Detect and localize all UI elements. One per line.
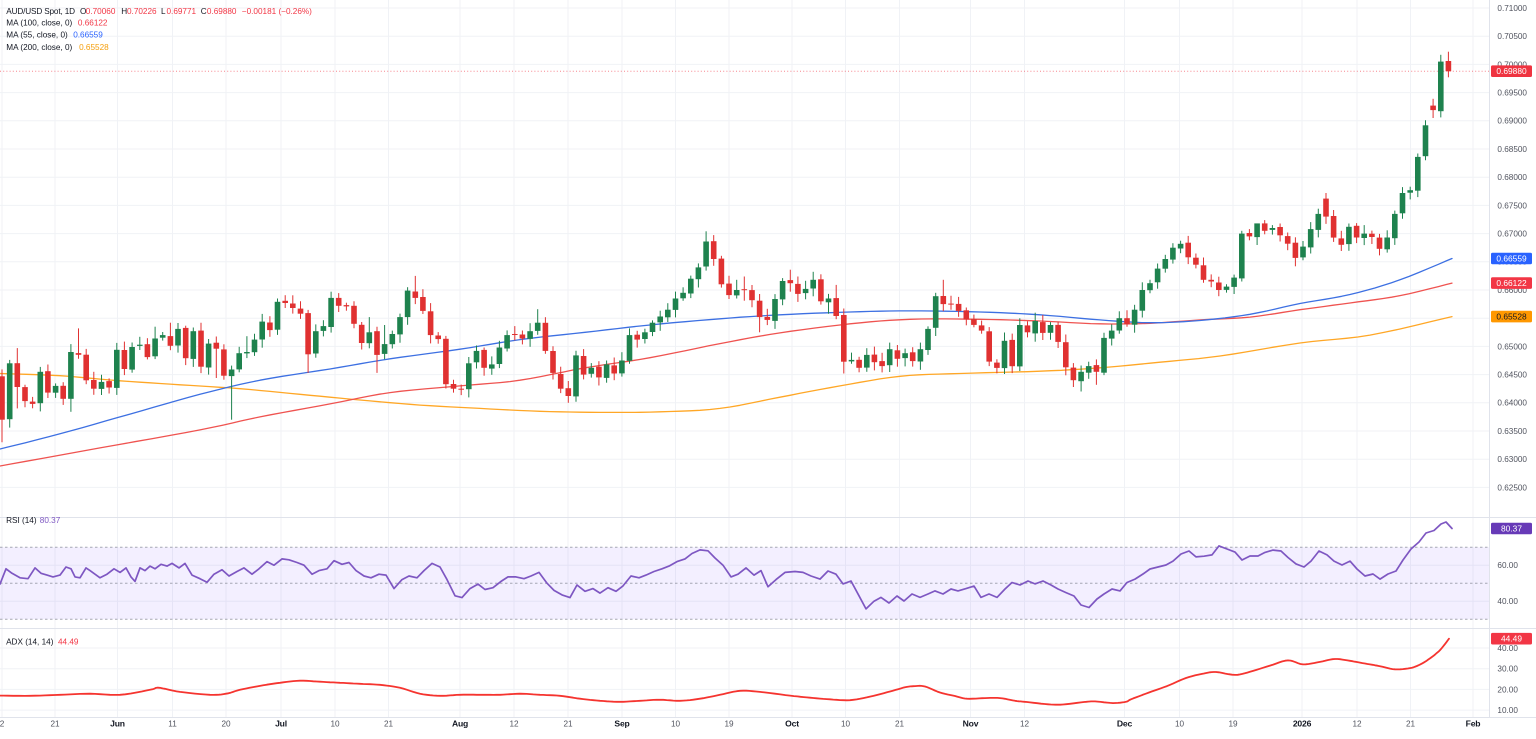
svg-text:Feb: Feb bbox=[1466, 719, 1481, 729]
svg-text:2026: 2026 bbox=[1293, 719, 1312, 729]
svg-text:C: C bbox=[201, 7, 207, 16]
svg-text:0.68000: 0.68000 bbox=[1497, 173, 1527, 182]
svg-text:21: 21 bbox=[384, 720, 394, 729]
svg-text:44.49: 44.49 bbox=[58, 638, 79, 647]
svg-text:O: O bbox=[80, 7, 86, 16]
svg-text:12: 12 bbox=[1020, 720, 1030, 729]
svg-text:19: 19 bbox=[724, 720, 734, 729]
svg-text:L: L bbox=[161, 7, 166, 16]
svg-text:0.68500: 0.68500 bbox=[1497, 145, 1527, 154]
svg-text:0.66559: 0.66559 bbox=[73, 31, 103, 40]
svg-text:0.70060: 0.70060 bbox=[86, 7, 116, 16]
svg-text:21: 21 bbox=[1406, 720, 1416, 729]
svg-text:Aug: Aug bbox=[452, 719, 468, 729]
svg-text:0.69000: 0.69000 bbox=[1497, 117, 1527, 126]
svg-text:10: 10 bbox=[841, 720, 851, 729]
svg-text:0.69880: 0.69880 bbox=[1496, 66, 1527, 76]
svg-text:12: 12 bbox=[509, 720, 519, 729]
svg-text:Jul: Jul bbox=[275, 719, 287, 729]
svg-text:10.00: 10.00 bbox=[1497, 706, 1518, 715]
svg-text:0.63000: 0.63000 bbox=[1497, 455, 1527, 464]
svg-text:40.00: 40.00 bbox=[1497, 644, 1518, 653]
svg-text:H: H bbox=[121, 7, 127, 16]
svg-text:80.37: 80.37 bbox=[40, 516, 61, 525]
svg-text:0.63500: 0.63500 bbox=[1497, 427, 1527, 436]
svg-text:10: 10 bbox=[330, 720, 340, 729]
svg-text:Jun: Jun bbox=[110, 719, 125, 729]
svg-text:0.66122: 0.66122 bbox=[1496, 278, 1527, 288]
svg-text:0.70500: 0.70500 bbox=[1497, 32, 1527, 41]
svg-text:0.65528: 0.65528 bbox=[1496, 312, 1527, 322]
svg-text:0.67000: 0.67000 bbox=[1497, 230, 1527, 239]
svg-text:20.00: 20.00 bbox=[1497, 685, 1518, 694]
svg-text:0.65000: 0.65000 bbox=[1497, 342, 1527, 351]
svg-text:0.71000: 0.71000 bbox=[1497, 4, 1527, 13]
svg-text:0.69880: 0.69880 bbox=[207, 7, 237, 16]
svg-text:Nov: Nov bbox=[963, 719, 979, 729]
svg-text:19: 19 bbox=[1228, 720, 1238, 729]
svg-text:−0.00181 (−0.26%): −0.00181 (−0.26%) bbox=[242, 7, 312, 16]
svg-text:0.69771: 0.69771 bbox=[167, 7, 197, 16]
svg-text:21: 21 bbox=[895, 720, 905, 729]
svg-text:0.64000: 0.64000 bbox=[1497, 399, 1527, 408]
svg-text:40.00: 40.00 bbox=[1497, 597, 1518, 606]
svg-text:MA (100, close, 0): MA (100, close, 0) bbox=[6, 18, 72, 27]
svg-text:MA (200, close, 0): MA (200, close, 0) bbox=[6, 43, 72, 52]
svg-text:0.66000: 0.66000 bbox=[1497, 286, 1527, 295]
svg-text:30.00: 30.00 bbox=[1497, 665, 1518, 674]
svg-text:0.62500: 0.62500 bbox=[1497, 483, 1527, 492]
svg-text:0.66559: 0.66559 bbox=[1496, 254, 1527, 264]
svg-text:0.65528: 0.65528 bbox=[79, 43, 109, 52]
svg-text:11: 11 bbox=[168, 720, 177, 729]
svg-text:21: 21 bbox=[50, 720, 60, 729]
svg-text:RSI (14): RSI (14) bbox=[6, 516, 37, 525]
svg-text:10: 10 bbox=[671, 720, 681, 729]
svg-text:44.49: 44.49 bbox=[1501, 634, 1522, 644]
svg-text:ADX (14, 14): ADX (14, 14) bbox=[6, 638, 54, 647]
svg-text:2: 2 bbox=[0, 720, 5, 729]
svg-text:60.00: 60.00 bbox=[1497, 561, 1518, 570]
svg-text:Sep: Sep bbox=[614, 719, 629, 729]
svg-text:10: 10 bbox=[1175, 720, 1185, 729]
svg-text:0.67500: 0.67500 bbox=[1497, 201, 1527, 210]
svg-text:0.70000: 0.70000 bbox=[1497, 60, 1527, 69]
svg-text:0.69500: 0.69500 bbox=[1497, 89, 1527, 98]
svg-text:0.66122: 0.66122 bbox=[78, 18, 108, 27]
svg-text:Dec: Dec bbox=[1117, 719, 1133, 729]
svg-text:0.70226: 0.70226 bbox=[127, 7, 157, 16]
svg-text:21: 21 bbox=[563, 720, 573, 729]
svg-text:0.64500: 0.64500 bbox=[1497, 371, 1527, 380]
svg-text:AUD/USD Spot, 1D: AUD/USD Spot, 1D bbox=[6, 7, 75, 16]
svg-text:Oct: Oct bbox=[785, 719, 799, 729]
svg-text:MA (55, close, 0): MA (55, close, 0) bbox=[6, 31, 68, 40]
svg-text:20: 20 bbox=[221, 720, 231, 729]
svg-text:80.37: 80.37 bbox=[1501, 524, 1522, 534]
svg-text:12: 12 bbox=[1352, 720, 1362, 729]
